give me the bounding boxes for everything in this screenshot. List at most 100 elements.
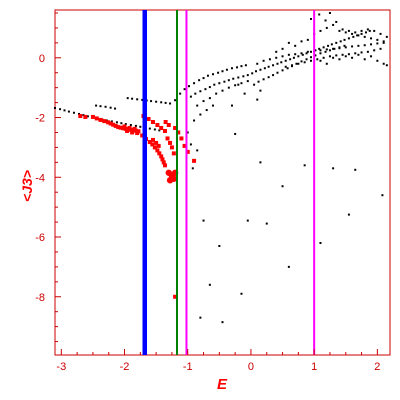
data-point-black bbox=[347, 53, 350, 56]
y-tick-label: -8 bbox=[35, 292, 45, 304]
data-point-black bbox=[139, 125, 142, 128]
data-point-black bbox=[218, 244, 221, 247]
data-point-black bbox=[246, 74, 249, 77]
data-point-black bbox=[316, 58, 319, 61]
data-point-black bbox=[363, 58, 366, 61]
data-point-black bbox=[332, 47, 335, 50]
data-point-black bbox=[120, 122, 123, 125]
data-point-black bbox=[318, 47, 321, 50]
data-point-red bbox=[165, 136, 170, 141]
data-point-red bbox=[94, 116, 99, 121]
data-point-black bbox=[199, 113, 202, 116]
data-point-black bbox=[189, 143, 192, 146]
data-point-black bbox=[246, 80, 249, 83]
data-point-black bbox=[327, 44, 330, 47]
data-point-red bbox=[168, 140, 173, 145]
data-point-black bbox=[268, 58, 271, 61]
data-point-black bbox=[322, 56, 325, 59]
data-point-black bbox=[218, 82, 221, 85]
data-point-black bbox=[319, 241, 322, 244]
data-point-black bbox=[240, 65, 243, 68]
data-point-black bbox=[360, 32, 363, 35]
data-point-black bbox=[338, 47, 341, 50]
data-point-black bbox=[281, 55, 284, 58]
data-point-black bbox=[95, 104, 98, 107]
data-point-black bbox=[255, 70, 257, 73]
data-point-red bbox=[102, 119, 107, 124]
data-point-black bbox=[136, 98, 139, 101]
points-layer bbox=[54, 11, 388, 324]
data-point-black bbox=[242, 75, 245, 78]
data-point-black bbox=[262, 59, 265, 62]
data-point-black bbox=[335, 54, 338, 57]
x-tick-label: 0 bbox=[248, 361, 254, 373]
data-point-black bbox=[322, 46, 325, 49]
data-point-black bbox=[370, 55, 373, 58]
data-point-black bbox=[305, 52, 308, 55]
data-point-black bbox=[363, 44, 366, 47]
data-point-black bbox=[332, 23, 335, 26]
data-point-black bbox=[126, 97, 129, 100]
data-point-black bbox=[240, 292, 243, 295]
data-point-black bbox=[115, 121, 118, 124]
data-point-black bbox=[148, 127, 151, 130]
data-point-red bbox=[161, 160, 166, 165]
plot-frame bbox=[54, 9, 391, 356]
data-point-red bbox=[160, 157, 165, 162]
data-point-black bbox=[213, 83, 216, 86]
data-point-black bbox=[368, 29, 371, 32]
data-point-black bbox=[272, 64, 275, 67]
data-point-black bbox=[221, 70, 224, 73]
data-point-black bbox=[335, 41, 338, 44]
data-point-black bbox=[202, 100, 205, 103]
data-point-red bbox=[116, 125, 121, 130]
data-point-black bbox=[217, 71, 220, 74]
data-point-red bbox=[130, 130, 135, 135]
data-point-black bbox=[305, 58, 308, 61]
data-point-black bbox=[234, 132, 237, 135]
data-point-black bbox=[227, 86, 230, 89]
data-point-black bbox=[309, 50, 312, 53]
y-tick-label: -2 bbox=[35, 113, 45, 125]
y-tick-label: -6 bbox=[35, 232, 45, 244]
data-point-red bbox=[182, 143, 187, 148]
data-point-black bbox=[351, 45, 354, 48]
data-point-black bbox=[202, 219, 205, 222]
data-point-red bbox=[135, 131, 140, 136]
data-point-black bbox=[381, 194, 384, 197]
data-point-black bbox=[343, 38, 346, 41]
data-point-black bbox=[382, 41, 385, 44]
data-point-red bbox=[127, 125, 132, 130]
data-point-black bbox=[370, 43, 373, 46]
data-point-black bbox=[366, 50, 369, 53]
data-point-black bbox=[199, 316, 202, 319]
data-point-black bbox=[379, 47, 382, 50]
data-point-red bbox=[156, 143, 161, 148]
data-point-black bbox=[309, 56, 312, 59]
data-point-black bbox=[309, 17, 312, 20]
data-point-black bbox=[309, 59, 312, 62]
data-point-black bbox=[131, 97, 134, 100]
data-point-black bbox=[325, 62, 328, 65]
data-point-black bbox=[204, 88, 207, 91]
data-point-black bbox=[267, 65, 270, 68]
data-point-black bbox=[324, 19, 327, 22]
data-point-black bbox=[332, 56, 335, 59]
data-point-black bbox=[54, 106, 56, 109]
data-point-black bbox=[314, 54, 317, 57]
x-tick-label: 2 bbox=[374, 361, 380, 373]
data-point-black bbox=[356, 34, 359, 37]
data-point-red bbox=[169, 145, 174, 150]
data-point-black bbox=[319, 49, 322, 52]
data-point-black bbox=[364, 31, 367, 34]
data-point-black bbox=[193, 82, 196, 85]
data-point-black bbox=[344, 46, 347, 49]
data-point-black bbox=[347, 37, 350, 40]
data-point-black bbox=[354, 168, 357, 171]
data-point-red bbox=[90, 114, 95, 119]
data-point-black bbox=[363, 35, 366, 38]
data-point-red bbox=[159, 125, 164, 130]
data-point-black bbox=[366, 28, 369, 31]
data-point-black bbox=[262, 78, 265, 81]
data-point-black bbox=[382, 40, 385, 43]
